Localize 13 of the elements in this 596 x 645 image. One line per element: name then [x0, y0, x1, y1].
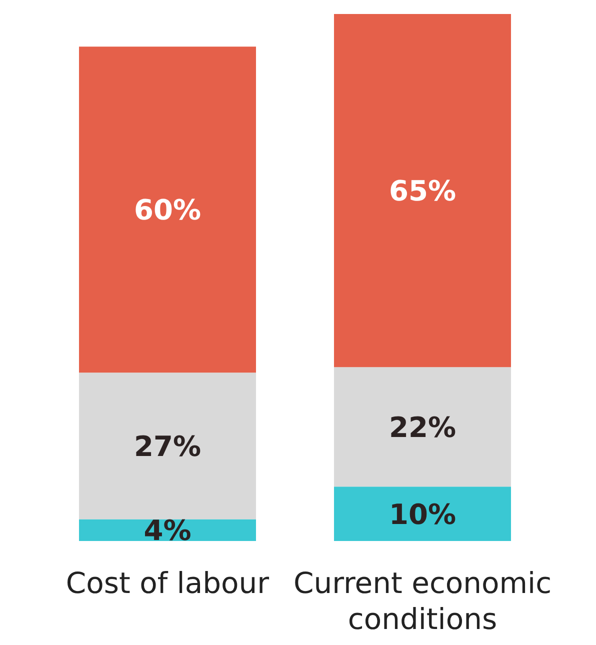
data-label: 4% — [144, 514, 192, 548]
bar — [334, 367, 511, 487]
bar — [79, 46, 256, 373]
data-label: 27% — [134, 430, 202, 463]
data-label: 65% — [388, 174, 456, 208]
x-tick-label: Current economic conditions — [293, 566, 552, 636]
data-label: 22% — [388, 410, 456, 444]
bar — [334, 486, 511, 541]
data-label: 10% — [388, 498, 456, 531]
bar — [79, 372, 256, 520]
data-label: 60% — [134, 194, 202, 227]
x-tick-label: Cost of labour — [66, 566, 270, 600]
bar — [334, 14, 511, 368]
